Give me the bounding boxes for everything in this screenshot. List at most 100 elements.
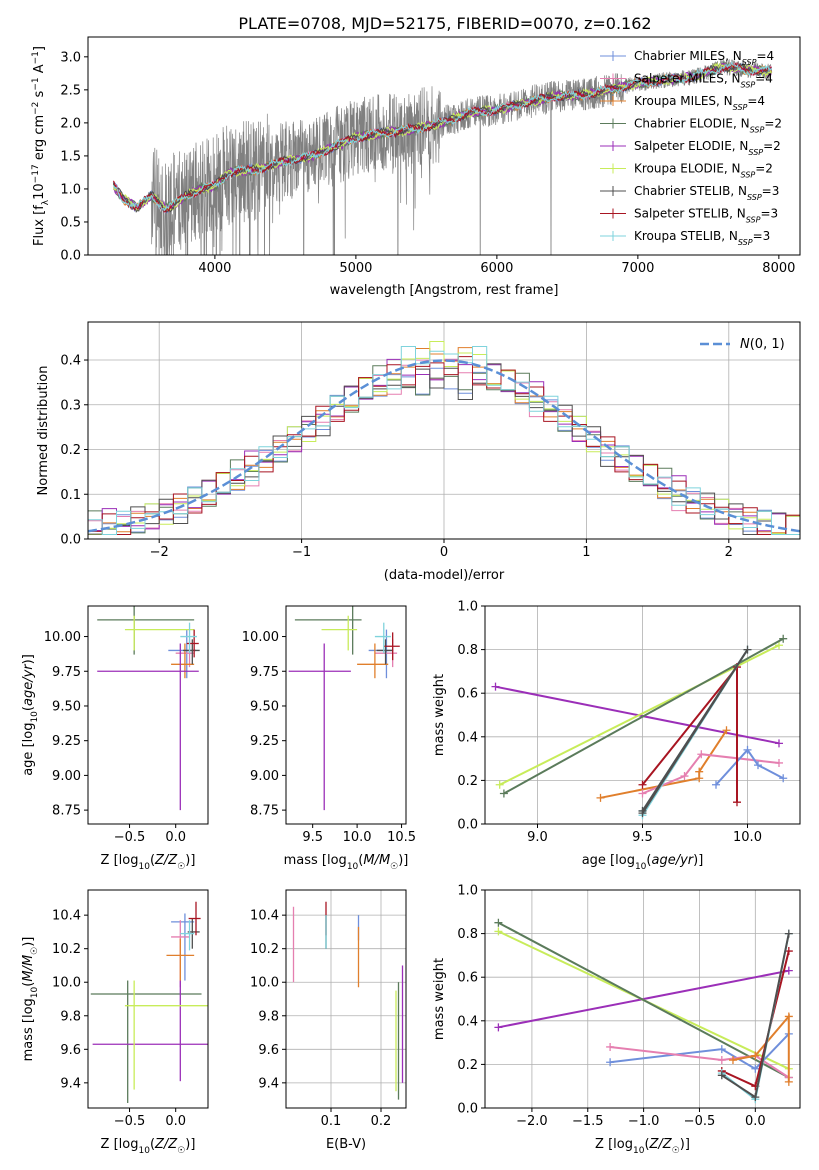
legend-text: Chabrier MILES, NSSP=4 (634, 49, 774, 67)
y-tick-label: 0.2 (457, 774, 478, 789)
x-axis-label-part: ( (358, 853, 363, 868)
y-axis-label-part: 10 (30, 986, 40, 998)
x-axis-label-part: Z [log (595, 1137, 633, 1152)
plot-area (88, 341, 800, 535)
x-tick-label: −0.5 (114, 1114, 146, 1129)
y-tick-label: 9.00 (52, 769, 81, 784)
legend-text: Kroupa ELODIE, NSSP=2 (634, 162, 773, 180)
residual-histogram-step (88, 363, 800, 535)
legend-text-part: =4 (756, 49, 774, 63)
x-tick-label: 0.0 (745, 1114, 766, 1129)
plot-area (288, 606, 400, 811)
x-axis-label-part: 10 (633, 1146, 645, 1156)
weight-line (497, 921, 790, 1079)
y-tick-label: 9.8 (258, 1009, 279, 1024)
legend-text-part: SSP (742, 58, 757, 67)
weight-marker (717, 1056, 726, 1065)
legend-text-part: Kroupa STELIB, N (634, 229, 738, 243)
y-tick-label: 9.50 (250, 699, 279, 714)
y-tick-label: 2.5 (60, 83, 81, 98)
plot-area (112, 58, 773, 255)
y-axis-label-part: −2 (31, 102, 41, 115)
y-tick-label: 9.4 (60, 1076, 81, 1091)
y-axis-label-part: s (32, 90, 47, 101)
y-axis-label: mass weight (432, 674, 447, 756)
residual-histogram-step (88, 346, 800, 535)
y-tick-label: 9.00 (250, 769, 279, 784)
x-axis-label-part: ☉ (390, 862, 398, 872)
weight-marker (494, 927, 503, 936)
weight-marker (754, 761, 762, 770)
weight-marker (743, 745, 752, 754)
y-axis-label-part: age [log (21, 723, 36, 776)
weight-marker (779, 774, 788, 783)
x-axis-label-part: Z/Z (154, 1137, 178, 1152)
y-tick-label: 0.8 (457, 927, 478, 942)
y-tick-label: 10.00 (44, 630, 81, 645)
y-tick-label: 0.5 (60, 215, 81, 230)
residual-histogram-panel: −2 −1 0 1 2 0.0 0.1 0.2 0.3 0.4 (data-model)/error… (36, 321, 801, 583)
legend-text-part: =3 (760, 207, 778, 221)
y-tick-label: 10.4 (52, 909, 81, 924)
x-axis-label-part: ☉ (672, 1146, 680, 1156)
y-tick-label: 8.75 (250, 804, 279, 819)
x-axis-label-part: 10 (347, 862, 359, 872)
weight-marker (494, 1023, 503, 1032)
x-axis-label-part: ☉ (177, 1146, 185, 1156)
x-tick-label: 7000 (621, 261, 654, 276)
y-tick-label: 0.4 (457, 1014, 478, 1029)
weight-marker (638, 780, 647, 789)
x-tick-label: 0.0 (165, 830, 186, 845)
weight-marker (697, 750, 706, 759)
x-axis-label-part: 10 (138, 862, 150, 872)
x-axis-label-part: Z [log (101, 1137, 139, 1152)
weight-marker (751, 1064, 760, 1073)
x-axis-label-part: ( (646, 853, 651, 868)
weight-line (641, 649, 749, 814)
axes-frame (87, 605, 209, 825)
legend-text-part: SSP (741, 170, 756, 179)
y-axis-label-part: ] (32, 46, 47, 51)
y-axis-label-part: 10 (30, 711, 40, 723)
y-axis-label: Normed distribution (36, 366, 51, 496)
x-axis-label-part: Z/Z (154, 853, 178, 868)
y-tick-label: 0.0 (457, 1102, 478, 1117)
y-tick-label: 9.4 (258, 1076, 279, 1091)
y-tick-label: 1.0 (60, 182, 81, 197)
weight-marker (784, 929, 793, 938)
x-axis-label-part: ( (644, 1137, 649, 1152)
y-tick-label: 1.0 (457, 600, 478, 615)
y-tick-label: 9.25 (250, 734, 279, 749)
x-tick-label: 0.1 (321, 1114, 342, 1129)
x-axis-label: mass [log10(M/M☉)] (284, 853, 409, 872)
mass-vs-extinction-panel: 0.1 0.2 9.4 9.6 9.8 10.0 10.2 10.4 E(B-V) (250, 889, 407, 1152)
weight-marker (751, 1093, 760, 1102)
weight-marker (680, 772, 689, 781)
legend-text-part: Chabrier MILES, N (634, 49, 742, 63)
x-tick-label: −2 (150, 545, 169, 560)
y-tick-label: 0.6 (457, 687, 478, 702)
y-tick-label: 0.2 (60, 443, 81, 458)
weight-marker (775, 739, 783, 748)
weight-marker (728, 1056, 737, 1065)
y-tick-label: 10.0 (250, 976, 279, 991)
weight-line (732, 1013, 790, 1082)
legend-text-part: Salpeter STELIB, N (634, 207, 746, 221)
x-tick-label: 0.0 (165, 1114, 186, 1129)
x-tick-label: 10.0 (733, 830, 762, 845)
axes-frame (87, 36, 801, 256)
x-axis-label-part: age [log (582, 853, 635, 868)
axes-frame (285, 605, 407, 825)
legend-text-part: =4 (747, 94, 765, 108)
observed-spectrum-line (113, 58, 773, 255)
y-axis-label-part: Flux [f (32, 205, 47, 246)
y-tick-label: 10.2 (250, 942, 279, 957)
y-tick-label: 9.75 (250, 665, 279, 680)
y-axis-label-part: age/yr (21, 663, 36, 706)
age-vs-mass-panel: 9.5 10.0 10.5 8.75 9.00 9.25 9.50 9.75 10.00 mass… (242, 605, 416, 872)
x-axis-label-part: )] (185, 853, 195, 868)
y-axis-label: mass [log10(M/M☉)] (21, 937, 40, 1062)
x-axis-label: Z [log10(Z/Z☉)] (101, 853, 196, 872)
